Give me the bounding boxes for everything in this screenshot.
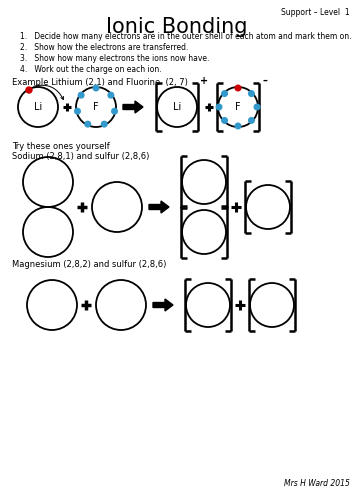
Circle shape [102,122,107,127]
FancyArrow shape [149,201,169,213]
Circle shape [249,91,254,96]
Circle shape [78,92,84,98]
Circle shape [75,108,80,114]
Text: Li: Li [34,102,42,112]
Circle shape [249,118,254,123]
Text: Mrs H Ward 2015: Mrs H Ward 2015 [284,479,350,488]
Circle shape [216,104,222,110]
Text: F: F [93,102,99,112]
Text: Li: Li [173,102,181,112]
Text: Magnesium (2,8,2) and sulfur (2,8,6): Magnesium (2,8,2) and sulfur (2,8,6) [12,260,166,269]
FancyArrow shape [123,101,143,113]
Text: 3.   Show how many electrons the ions now have.: 3. Show how many electrons the ions now … [20,54,209,63]
Circle shape [26,87,32,93]
Text: Try these ones yourself: Try these ones yourself [12,142,110,151]
Circle shape [254,104,260,110]
Circle shape [235,85,241,91]
Circle shape [235,123,241,129]
Text: Ionic Bonding: Ionic Bonding [106,17,248,37]
Text: +: + [200,76,208,86]
Text: 1.   Decide how many electrons are in the outer shell of each atom and mark them: 1. Decide how many electrons are in the … [20,32,352,41]
Text: Support – Level  1: Support – Level 1 [281,8,350,17]
Text: –: – [263,76,267,86]
Text: Example Lithium (2,1) and Fluorine  (2, 7): Example Lithium (2,1) and Fluorine (2, 7… [12,78,188,87]
Circle shape [222,91,227,96]
Text: 2.   Show how the electrons are transferred.: 2. Show how the electrons are transferre… [20,43,188,52]
Text: Sodium (2,8,1) and sulfur (2,8,6): Sodium (2,8,1) and sulfur (2,8,6) [12,152,149,161]
Circle shape [85,122,91,127]
Circle shape [222,118,227,123]
Circle shape [108,92,114,98]
Text: 4.   Work out the charge on each ion.: 4. Work out the charge on each ion. [20,65,162,74]
Circle shape [112,108,117,114]
FancyArrow shape [153,299,173,311]
Text: F: F [235,102,241,112]
Circle shape [93,85,99,91]
